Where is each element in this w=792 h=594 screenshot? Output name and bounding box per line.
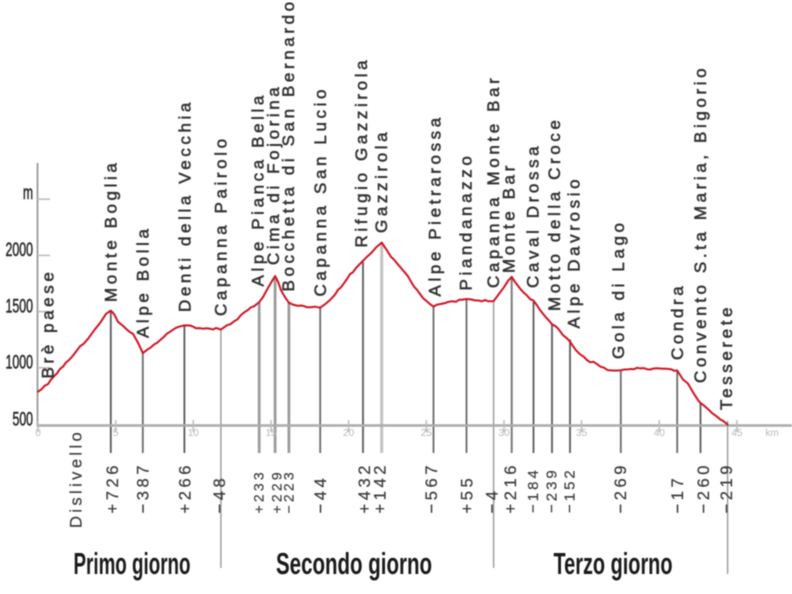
svg-text:−387: −387: [135, 462, 153, 514]
svg-text:20: 20: [343, 428, 355, 439]
svg-text:15: 15: [265, 428, 277, 439]
svg-text:−184: −184: [525, 467, 542, 513]
svg-text:+266: +266: [177, 462, 195, 514]
svg-text:Alpe Pianca Bella: Alpe Pianca Bella: [249, 92, 268, 286]
svg-text:Monte Boglia: Monte Boglia: [101, 160, 120, 302]
svg-text:km: km: [765, 428, 778, 439]
svg-text:45: 45: [731, 428, 743, 439]
svg-text:Gazzirola: Gazzirola: [372, 129, 391, 233]
svg-text:Primo giorno: Primo giorno: [74, 546, 191, 581]
svg-text:Capanna Monte Bar: Capanna Monte Bar: [484, 75, 503, 288]
svg-text:Capanna San Lucio: Capanna San Lucio: [311, 86, 330, 297]
svg-text:−219: −219: [718, 462, 736, 514]
svg-text:500: 500: [13, 410, 34, 431]
svg-text:Monte Bar: Monte Bar: [500, 162, 519, 273]
svg-text:Secondo giorno: Secondo giorno: [276, 546, 432, 581]
svg-text:5: 5: [113, 428, 119, 439]
svg-text:−567: −567: [423, 462, 441, 514]
svg-text:−260: −260: [695, 462, 713, 514]
svg-text:Capanna Pairolo: Capanna Pairolo: [212, 135, 231, 316]
svg-text:Convento S.ta Maria, Bigorio: Convento S.ta Maria, Bigorio: [691, 65, 710, 383]
svg-text:Cima di Fojorina: Cima di Fojorina: [264, 84, 283, 265]
svg-text:Dislivello: Dislivello: [68, 429, 86, 528]
svg-text:−44: −44: [312, 475, 330, 514]
svg-text:Bocchetta di San Bernardo: Bocchetta di San Bernardo: [279, 0, 298, 292]
svg-text:+142: +142: [371, 462, 389, 514]
svg-text:−223: −223: [281, 469, 297, 513]
svg-text:m: m: [23, 183, 33, 204]
svg-text:30: 30: [498, 428, 510, 439]
svg-text:−4: −4: [483, 487, 501, 513]
svg-text:2000: 2000: [6, 240, 34, 261]
svg-text:Alpe Davrosio: Alpe Davrosio: [565, 176, 584, 329]
svg-text:−48: −48: [211, 475, 229, 514]
svg-text:Tesserete: Tesserete: [717, 304, 736, 410]
svg-text:−152: −152: [562, 467, 579, 513]
svg-text:Caval Drossa: Caval Drossa: [524, 143, 543, 288]
svg-text:35: 35: [576, 428, 588, 439]
svg-text:+55: +55: [458, 475, 476, 514]
svg-text:Motto della Croce: Motto della Croce: [545, 117, 564, 311]
svg-text:Gola di Lago: Gola di Lago: [609, 219, 628, 359]
svg-text:Alpe Pietrarossa: Alpe Pietrarossa: [426, 114, 445, 296]
svg-text:+432: +432: [356, 462, 374, 514]
svg-text:Terzo giorno: Terzo giorno: [554, 546, 673, 581]
svg-text:−239: −239: [543, 467, 560, 513]
svg-text:+229: +229: [269, 469, 285, 513]
svg-text:Piandanazzo: Piandanazzo: [457, 153, 476, 291]
svg-text:+216: +216: [502, 462, 520, 514]
svg-text:−269: −269: [612, 462, 630, 514]
svg-text:+233: +233: [251, 469, 267, 513]
svg-text:Denti della Vecchia: Denti della Vecchia: [175, 99, 194, 312]
svg-text:25: 25: [421, 428, 433, 439]
svg-text:Brè paese: Brè paese: [39, 269, 58, 379]
svg-text:1000: 1000: [6, 353, 34, 374]
svg-text:1500: 1500: [6, 297, 34, 318]
svg-text:−17: −17: [669, 475, 687, 514]
svg-text:+726: +726: [104, 462, 122, 514]
svg-text:40: 40: [654, 428, 666, 439]
svg-text:Rifugio Gazzirola: Rifugio Gazzirola: [352, 57, 371, 248]
svg-text:Alpe Bolla: Alpe Bolla: [133, 225, 152, 338]
svg-text:10: 10: [188, 428, 200, 439]
svg-text:0: 0: [35, 428, 41, 439]
svg-text:Condra: Condra: [668, 283, 687, 360]
